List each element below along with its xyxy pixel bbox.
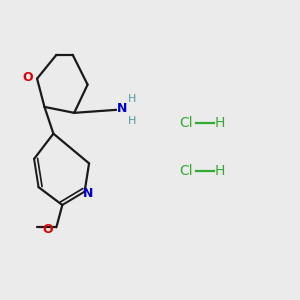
Text: N: N xyxy=(117,103,128,116)
Text: N: N xyxy=(83,187,93,200)
Text: Cl: Cl xyxy=(179,164,193,178)
Text: H: H xyxy=(128,116,136,126)
Text: Cl: Cl xyxy=(179,116,193,130)
Text: H: H xyxy=(215,116,225,130)
Text: H: H xyxy=(215,164,225,178)
Text: O: O xyxy=(23,71,34,84)
Text: O: O xyxy=(43,223,53,236)
Text: H: H xyxy=(128,94,136,103)
